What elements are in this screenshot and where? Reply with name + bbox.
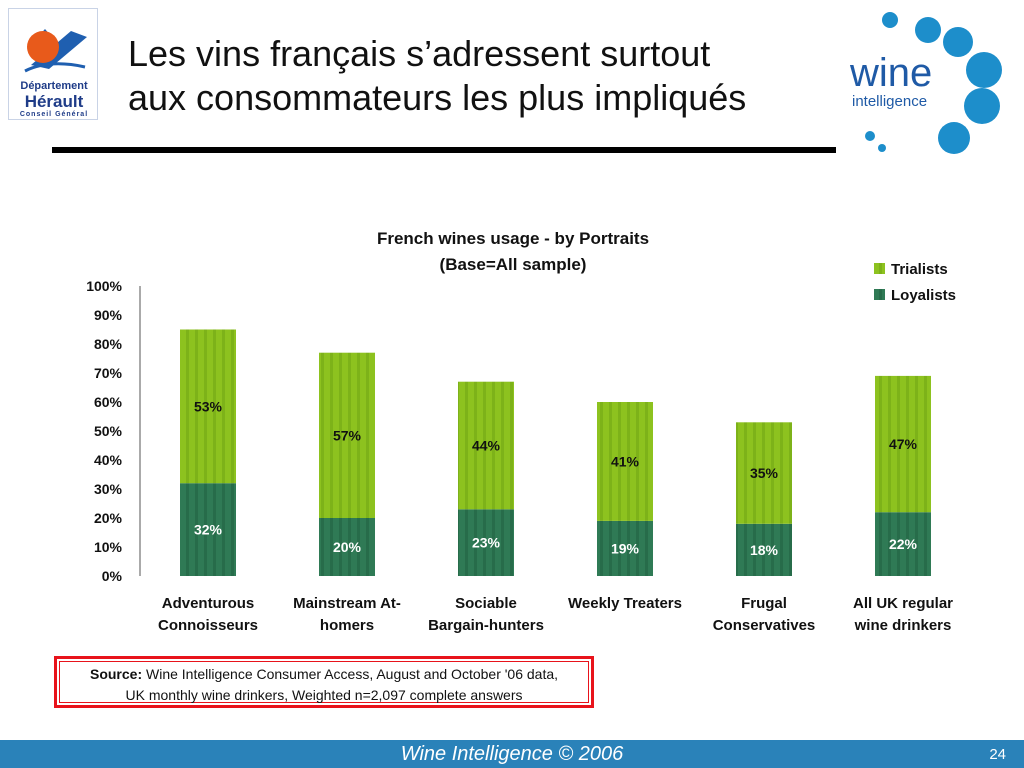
bar-loyalists xyxy=(319,518,375,576)
legend-swatch xyxy=(874,263,885,274)
y-tick-label: 10% xyxy=(94,539,123,555)
bar-trialists xyxy=(736,422,792,524)
page-title: Les vins français s’adressent surtout au… xyxy=(128,32,746,120)
y-tick-label: 40% xyxy=(94,452,123,468)
bar-trialists xyxy=(458,381,514,510)
data-label-loyalists: 22% xyxy=(889,536,918,552)
x-category-label: Sociable xyxy=(455,595,517,612)
data-label-trialists: 53% xyxy=(194,398,223,414)
departement-herault-logo: Département Hérault Conseil Général xyxy=(8,8,98,120)
chart-legend: Trialists Loyalists xyxy=(874,261,956,304)
bar-loyalists xyxy=(875,512,931,576)
data-label-trialists: 35% xyxy=(750,465,779,481)
data-label-loyalists: 32% xyxy=(194,522,223,538)
title-divider xyxy=(52,147,836,153)
source-text: Source: Wine Intelligence Consumer Acces… xyxy=(59,661,589,703)
x-category-label: wine drinkers xyxy=(854,617,952,634)
y-tick-label: 60% xyxy=(94,394,123,410)
bars: 32% 53% 20% 57% 23% 44% 19% 41% 18% 35% 22% 47% xyxy=(180,329,931,576)
x-category-label: Adventurous xyxy=(162,595,255,612)
legend-label: Trialists xyxy=(891,261,948,278)
legend-label: Loyalists xyxy=(891,287,956,304)
x-category-label: Mainstream At- xyxy=(293,595,401,612)
data-label-loyalists: 23% xyxy=(472,535,501,551)
chart-title: French wines usage - by Portraits xyxy=(377,229,649,248)
page-number: 24 xyxy=(989,746,1006,763)
y-tick-label: 90% xyxy=(94,307,123,323)
data-label-trialists: 57% xyxy=(333,427,362,443)
y-tick-label: 30% xyxy=(94,481,123,497)
data-label-trialists: 47% xyxy=(889,436,918,452)
x-category-label: Frugal xyxy=(741,595,787,612)
bar-loyalists xyxy=(597,520,653,576)
x-category-label: Conservatives xyxy=(713,617,816,634)
y-tick-label: 0% xyxy=(102,568,123,584)
x-category-label: Connoisseurs xyxy=(158,617,258,634)
footer-copyright: Wine Intelligence © 2006 xyxy=(400,743,624,765)
bar-trialists xyxy=(319,352,375,518)
y-tick-label: 50% xyxy=(94,423,123,439)
data-label-loyalists: 20% xyxy=(333,539,362,555)
y-tick-label: 20% xyxy=(94,510,123,526)
conseil-general-text: Conseil Général xyxy=(19,111,89,118)
source-line-1: Wine Intelligence Consumer Access, Augus… xyxy=(142,666,559,682)
bar-trialists xyxy=(875,375,931,513)
bar-trialists xyxy=(180,329,236,484)
data-label-trialists: 41% xyxy=(611,453,640,469)
x-axis-labels: Adventurous Connoisseurs Mainstream At-hom… xyxy=(158,595,953,634)
bar-loyalists xyxy=(736,523,792,576)
wine-word: wine xyxy=(849,51,932,95)
title-line-2: aux consommateurs les plus impliqués xyxy=(128,77,747,118)
y-tick-label: 100% xyxy=(86,278,122,294)
y-tick-label: 80% xyxy=(94,336,123,352)
wine-intelligence-logo: wine intelligence xyxy=(849,12,1002,154)
departement-text: Département xyxy=(20,80,88,92)
y-tick-label: 70% xyxy=(94,365,123,381)
data-label-loyalists: 19% xyxy=(611,540,640,556)
bar-trialists xyxy=(597,402,653,521)
source-label: Source: xyxy=(89,666,143,682)
x-category-label: All UK regular xyxy=(853,595,953,612)
x-category-label: homers xyxy=(320,617,374,634)
y-axis: 0% 10% 20% 30% 40% 50% 60% 70% 80% 90% 100% xyxy=(86,278,141,584)
chart-subtitle: (Base=All sample) xyxy=(440,255,587,274)
herault-text: Hérault xyxy=(24,92,84,111)
footer-bar: Wine Intelligence © 2006 24 xyxy=(0,740,1024,768)
stacked-bar-chart: French wines usage - by Portraits (Base=… xyxy=(86,229,956,634)
x-category-label: Weekly Treaters xyxy=(568,595,682,612)
source-line-2: UK monthly wine drinkers, Weighted n=2,0… xyxy=(125,687,523,703)
source-box: Source: Wine Intelligence Consumer Acces… xyxy=(54,656,594,708)
legend-swatch xyxy=(874,289,885,300)
x-category-label: Bargain-hunters xyxy=(428,617,544,634)
title-line-1: Les vins français s’adressent surtout xyxy=(128,33,711,74)
bar-loyalists xyxy=(458,509,514,576)
departement-emblem-icon xyxy=(24,29,87,73)
data-label-trialists: 44% xyxy=(472,438,501,454)
bar-loyalists xyxy=(180,483,236,576)
intelligence-word: intelligence xyxy=(852,93,927,110)
data-label-loyalists: 18% xyxy=(750,542,779,558)
